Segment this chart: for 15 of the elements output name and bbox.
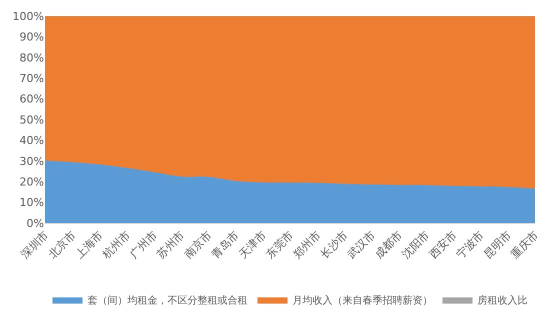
x-tick-label: 北京市 [46, 228, 78, 262]
y-tick-label: 90% [20, 30, 44, 44]
y-tick-label: 10% [20, 196, 44, 210]
legend-label: 月均收入（来自春季招聘薪资） [292, 294, 432, 306]
y-tick-label: 100% [12, 10, 44, 23]
y-tick-label: 30% [20, 154, 44, 168]
legend-label: 房租收入比 [478, 294, 528, 306]
y-tick-label: 40% [20, 134, 44, 148]
y-tick-label: 20% [20, 175, 44, 188]
y-tick-label: 80% [20, 51, 44, 64]
legend-label: 套（间）均租金，不区分整租或合租 [88, 294, 248, 306]
y-tick-label: 50% [20, 113, 44, 126]
y-tick-label: 70% [20, 72, 44, 85]
y-tick-label: 0% [26, 216, 44, 230]
y-tick-label: 60% [20, 92, 44, 106]
